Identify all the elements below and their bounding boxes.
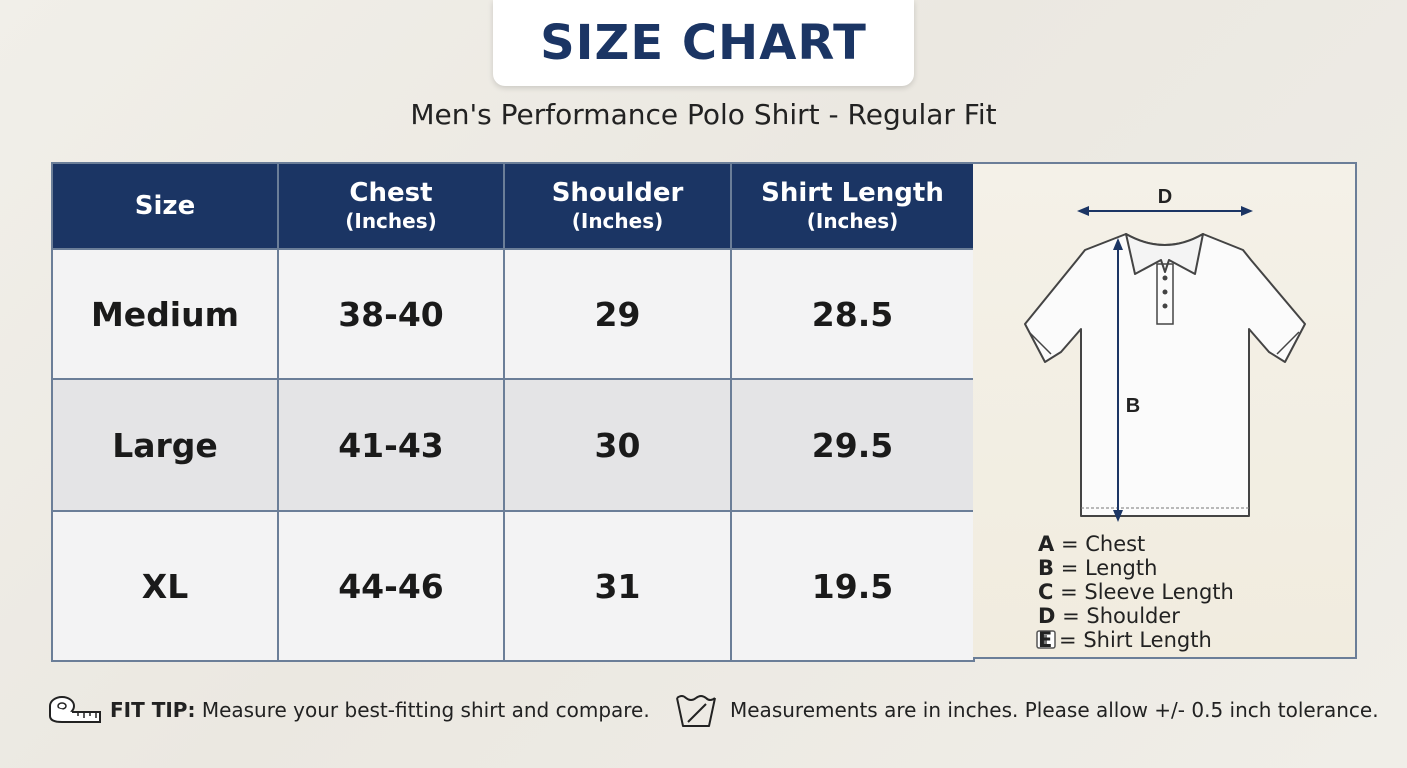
size-table: Size Chest (Inches) Shoulder (Inches) Sh… (51, 162, 975, 662)
column-header-size: Size (51, 162, 279, 250)
fit-tip-label: FIT TIP: (110, 698, 196, 722)
column-header-shirt-length: Shirt Length (Inches) (730, 162, 975, 250)
legend-item: D = Shoulder (1038, 604, 1234, 628)
legend-text: = Length (1060, 556, 1158, 580)
table-header-row: Size Chest (Inches) Shoulder (Inches) Sh… (51, 162, 975, 250)
tag-icon (1036, 630, 1056, 649)
label-d: D (1158, 186, 1172, 208)
page-title: SIZE CHART (540, 15, 867, 71)
legend-key: E (1038, 628, 1053, 652)
legend-text: = Shirt Length (1059, 628, 1212, 652)
legend-text: = Sleeve Length (1060, 580, 1234, 604)
measurement-diagram: D B A = Chest B = Length C = Sleeve Leng… (973, 162, 1357, 659)
legend-item: C = Sleeve Length (1038, 580, 1234, 604)
column-header-label: Chest (349, 178, 433, 208)
legend-text: = Shoulder (1062, 604, 1180, 628)
column-header-label: Shirt Length (761, 178, 944, 208)
length-cell: 28.5 (730, 248, 975, 380)
measurement-legend: A = Chest B = Length C = Sleeve Length D… (1038, 532, 1234, 652)
legend-key: B (1038, 556, 1055, 580)
legend-key: A (1038, 532, 1055, 556)
size-value: Medium (90, 294, 240, 334)
length-cell: 19.5 (730, 510, 975, 662)
column-header-label: Size (134, 191, 196, 221)
chest-cell: 41-43 (277, 378, 505, 512)
shoulder-cell: 29 (503, 248, 732, 380)
legend-key: C (1038, 580, 1054, 604)
size-cell: Large (51, 378, 279, 512)
wash-basin-icon (676, 695, 716, 727)
column-header-unit: (Inches) (806, 209, 899, 233)
page-subtitle: Men's Performance Polo Shirt - Regular F… (410, 98, 997, 131)
tolerance-note: Measurements are in inches. Please allow… (674, 688, 1379, 732)
legend-item: B = Length (1038, 556, 1234, 580)
length-cell: 29.5 (730, 378, 975, 512)
tolerance-text: Measurements are in inches. Please allow… (730, 698, 1379, 722)
measuring-tape-icon (49, 696, 101, 723)
column-header-unit: (Inches) (571, 209, 664, 233)
size-value: Large (112, 425, 218, 465)
table-row: XL 44-46 31 19.5 (51, 510, 975, 662)
polo-shirt-icon: D B (1024, 186, 1306, 649)
chest-cell: 44-46 (277, 510, 505, 662)
legend-key: D (1038, 604, 1056, 628)
size-cell: XL (51, 510, 279, 662)
shoulder-cell: 30 (503, 378, 732, 512)
size-cell: Medium (51, 248, 279, 380)
column-header-chest: Chest (Inches) (277, 162, 505, 250)
legend-item: A = Chest (1038, 532, 1234, 556)
fit-tip-text: Measure your best-fitting shirt and comp… (201, 698, 650, 722)
label-b: B (1126, 395, 1140, 417)
legend-item: E = Shirt Length (1038, 628, 1234, 652)
chest-cell: 38-40 (277, 248, 505, 380)
title-box: SIZE CHART (493, 0, 914, 86)
table-row: Medium 38-40 29 28.5 (51, 248, 975, 380)
size-value: XL (141, 566, 189, 606)
column-header-label: Shoulder (551, 178, 684, 208)
fit-tip: FIT TIP: Measure your best-fitting shirt… (48, 688, 650, 732)
column-header-shoulder: Shoulder (Inches) (503, 162, 732, 250)
column-header-unit: (Inches) (345, 209, 437, 233)
table-row: Large 41-43 30 29.5 (51, 378, 975, 512)
shoulder-cell: 31 (503, 510, 732, 662)
legend-text: = Chest (1060, 532, 1146, 556)
